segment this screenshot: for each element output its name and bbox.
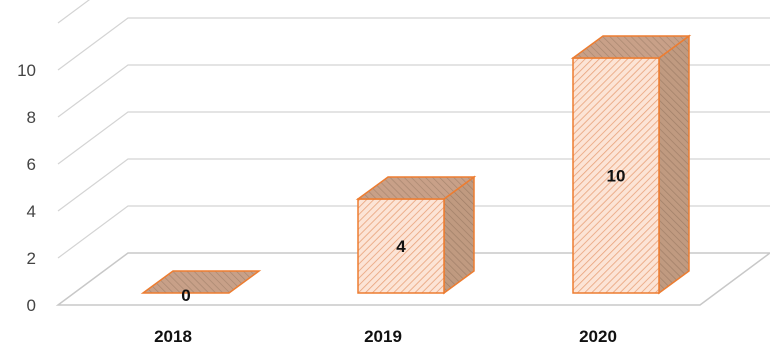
y-tick-label-6: 6 xyxy=(27,155,36,174)
bar-front-2020 xyxy=(572,57,660,294)
y-tick-label-2: 2 xyxy=(27,249,36,268)
labels: 0 2 4 6 8 10 0 2018 4 2019 10 2020 xyxy=(17,61,625,346)
bar-side-2020 xyxy=(658,34,690,295)
x-tick-label-2020: 2020 xyxy=(579,327,617,346)
y-tick-label-0: 0 xyxy=(27,296,36,315)
bar-2019 xyxy=(355,175,477,295)
gridline-10 xyxy=(57,17,770,71)
x-tick-label-2019: 2019 xyxy=(364,327,402,346)
y-tick-label-4: 4 xyxy=(27,202,36,221)
data-label-2018: 0 xyxy=(181,286,190,305)
data-label-2019: 4 xyxy=(396,237,406,256)
bar-front-2019 xyxy=(357,198,445,294)
gridline-12 xyxy=(57,0,90,24)
bar-top-2020 xyxy=(570,35,692,59)
bar-2020 xyxy=(570,34,692,295)
y-tick-label-10: 10 xyxy=(17,61,36,80)
gridline-8 xyxy=(57,64,770,118)
gridlines xyxy=(57,0,770,259)
gridline-6 xyxy=(57,111,770,165)
x-tick-label-2018: 2018 xyxy=(154,327,192,346)
bar-top-2018 xyxy=(140,270,262,294)
y-tick-label-8: 8 xyxy=(27,108,36,127)
gridline-4 xyxy=(57,158,770,212)
data-label-2020: 10 xyxy=(607,167,626,186)
bar-2018 xyxy=(140,270,262,294)
bars xyxy=(140,34,692,295)
gridline-2 xyxy=(57,205,770,259)
bar-top-2019 xyxy=(355,176,477,200)
